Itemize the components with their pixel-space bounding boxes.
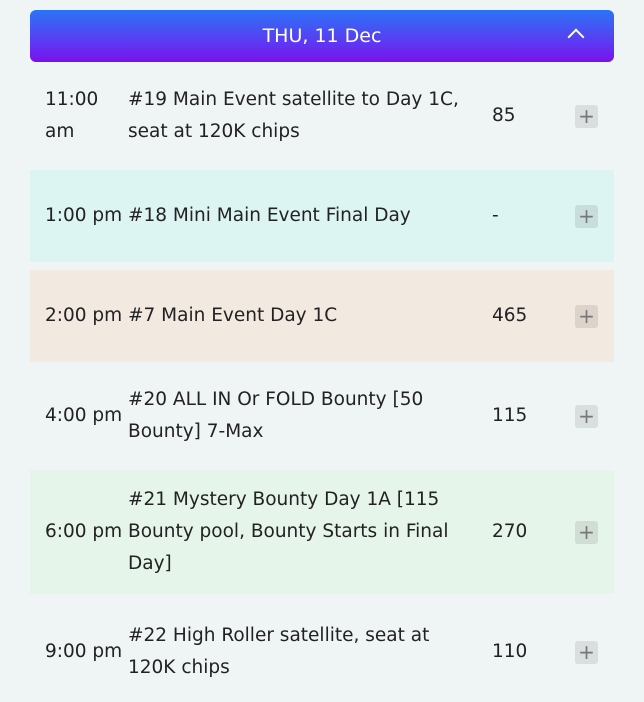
- event-name: #19 Main Event satellite to Day 1C, seat…: [128, 89, 459, 142]
- event-entries: -: [492, 205, 499, 226]
- event-row[interactable]: 9:00 pm #22 High Roller satellite, seat …: [30, 602, 614, 702]
- event-row[interactable]: 4:00 pm #20 ALL IN Or FOLD Bounty [50 Bo…: [30, 370, 614, 462]
- event-time: 6:00 pm: [45, 521, 123, 542]
- event-time: 9:00 pm: [45, 641, 123, 662]
- plus-icon[interactable]: +: [575, 304, 598, 328]
- schedule-day: THU, 11 Dec 11:00 am #19 Main Event sate…: [30, 10, 614, 702]
- event-name: #20 ALL IN Or FOLD Bounty [50 Bounty] 7-…: [128, 389, 424, 442]
- plus-icon[interactable]: +: [575, 204, 598, 228]
- event-row[interactable]: 6:00 pm #21 Mystery Bounty Day 1A [115 B…: [30, 470, 614, 594]
- event-name: #21 Mystery Bounty Day 1A [115 Bounty po…: [128, 489, 449, 574]
- plus-icon[interactable]: +: [575, 104, 598, 128]
- event-name: #22 High Roller satellite, seat at 120K …: [128, 625, 430, 678]
- event-entries: 110: [492, 641, 528, 662]
- day-title: THU, 11 Dec: [262, 25, 382, 47]
- event-time: 11:00 am: [45, 89, 99, 142]
- event-entries: 85: [492, 105, 516, 126]
- event-row[interactable]: 1:00 pm #18 Mini Main Event Final Day - …: [30, 170, 614, 262]
- event-row[interactable]: 2:00 pm #7 Main Event Day 1C 465 +: [30, 270, 614, 362]
- event-entries: 115: [492, 405, 528, 426]
- plus-icon[interactable]: +: [575, 404, 598, 428]
- event-time: 2:00 pm: [45, 305, 123, 326]
- plus-icon[interactable]: +: [575, 520, 598, 544]
- plus-icon[interactable]: +: [575, 640, 598, 664]
- event-name: #7 Main Event Day 1C: [128, 305, 338, 326]
- event-row[interactable]: 11:00 am #19 Main Event satellite to Day…: [30, 70, 614, 162]
- event-entries: 270: [492, 521, 528, 542]
- event-time: 1:00 pm: [45, 205, 123, 226]
- event-time: 4:00 pm: [45, 405, 123, 426]
- event-name: #18 Mini Main Event Final Day: [128, 205, 411, 226]
- event-entries: 465: [492, 305, 528, 326]
- day-header[interactable]: THU, 11 Dec: [30, 10, 614, 62]
- chevron-up-icon[interactable]: [567, 28, 585, 46]
